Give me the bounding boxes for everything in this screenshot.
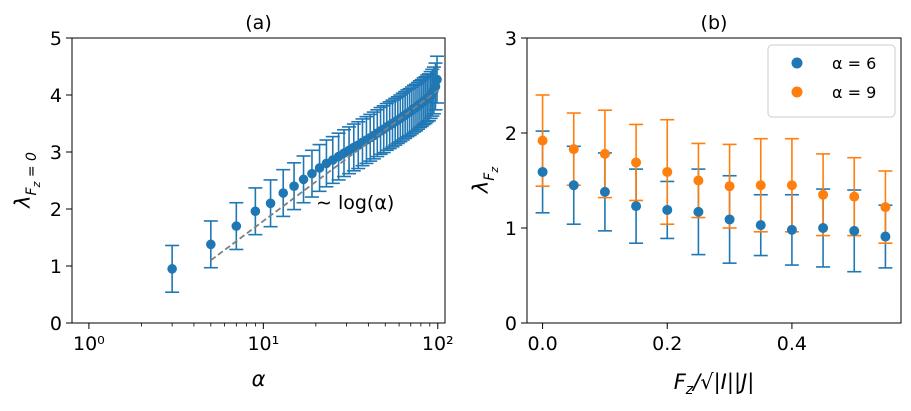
data-point-series-0: [537, 166, 548, 177]
data-point: [298, 174, 309, 185]
legend-marker-alpha-9: [791, 86, 803, 98]
panel-a-ylabel: λFz = 0: [11, 152, 43, 209]
y-tick-label: 0: [505, 313, 517, 335]
data-point-series-1: [880, 202, 891, 213]
data-point: [307, 168, 317, 179]
data-point-series-0: [599, 186, 610, 197]
y-tick-label: 4: [50, 85, 62, 107]
data-point-series-1: [599, 148, 610, 159]
panel-b-ticks: 0.0 0.2 0.4 0 1 2 3: [505, 28, 807, 355]
panel-a-ticks: 10⁰ 10¹ 10² 0 1 2 3 4 5: [50, 28, 454, 355]
data-point-series-1: [849, 191, 860, 202]
x-tick-label: 10¹: [247, 333, 279, 355]
y-tick-label: 1: [50, 256, 62, 278]
data-point-series-1: [724, 181, 735, 192]
data-point-series-0: [662, 204, 673, 215]
panel-a-title: (a): [245, 12, 271, 34]
data-point-series-0: [786, 224, 797, 235]
panel-b-marks: [535, 94, 893, 273]
y-tick-label: 2: [505, 123, 517, 145]
fit-annotation: ∼ log(α): [316, 192, 394, 214]
panel-b-frame: [526, 37, 902, 324]
data-point: [206, 239, 216, 250]
y-tick-label: 5: [50, 28, 62, 50]
data-point: [314, 163, 325, 173]
y-tick-label: 3: [50, 142, 62, 164]
data-point-series-1: [818, 189, 829, 200]
data-point: [265, 198, 276, 209]
data-point-series-0: [818, 223, 829, 233]
data-point-series-1: [693, 175, 704, 186]
x-tick-label: 0.4: [777, 333, 807, 355]
legend: α = 6 α = 9: [767, 44, 896, 118]
x-tick-label: 0.0: [527, 333, 557, 355]
data-point-series-1: [568, 144, 579, 155]
y-tick-label: 3: [505, 28, 517, 50]
panel-b-title: (b): [701, 12, 728, 34]
panel-a: (a) 10⁰ 10¹ 10² 0 1 2 3 4 5 ∼ log(α) α λFz = 0: [11, 12, 454, 391]
data-point-series-1: [755, 180, 766, 191]
x-tick-label: 0.2: [652, 333, 682, 355]
log-fit-line: [210, 89, 439, 262]
data-point-series-0: [724, 214, 735, 225]
data-point-series-1: [662, 166, 673, 177]
data-point: [432, 74, 442, 85]
panel-a-frame: [71, 37, 446, 324]
y-tick-label: 2: [50, 199, 62, 221]
data-point: [289, 181, 299, 191]
panel-b-ylabel: λFz: [469, 167, 501, 195]
data-point: [231, 221, 242, 231]
y-tick-label: 1: [505, 218, 517, 240]
data-point-series-0: [693, 206, 704, 217]
panel-a-marks: [165, 55, 445, 294]
data-point-series-0: [880, 231, 891, 242]
data-point: [250, 206, 261, 217]
panel-b-xlabel: Fz/√|I||J|: [674, 370, 755, 398]
legend-label-alpha-6: α = 6: [832, 54, 876, 73]
data-point-series-0: [631, 201, 642, 212]
data-point-series-1: [786, 180, 797, 191]
data-point: [278, 188, 289, 198]
data-point-series-0: [568, 180, 579, 191]
panel-a-xlabel: α: [252, 367, 266, 391]
data-point-series-1: [631, 157, 642, 168]
legend-label-alpha-9: α = 9: [832, 83, 876, 102]
legend-marker-alpha-6: [791, 57, 803, 69]
data-point-series-1: [537, 135, 548, 146]
panel-b: (b) 0.0 0.2 0.4 0 1 2 3 α = 6 α = 9 Fz/√|I||J|…: [469, 12, 902, 398]
x-tick-label: 10²: [422, 333, 454, 355]
data-point-series-0: [755, 220, 766, 231]
x-tick-label: 10⁰: [73, 333, 105, 355]
y-tick-label: 0: [50, 313, 62, 335]
data-point-series-0: [849, 225, 860, 236]
data-point: [167, 264, 177, 274]
